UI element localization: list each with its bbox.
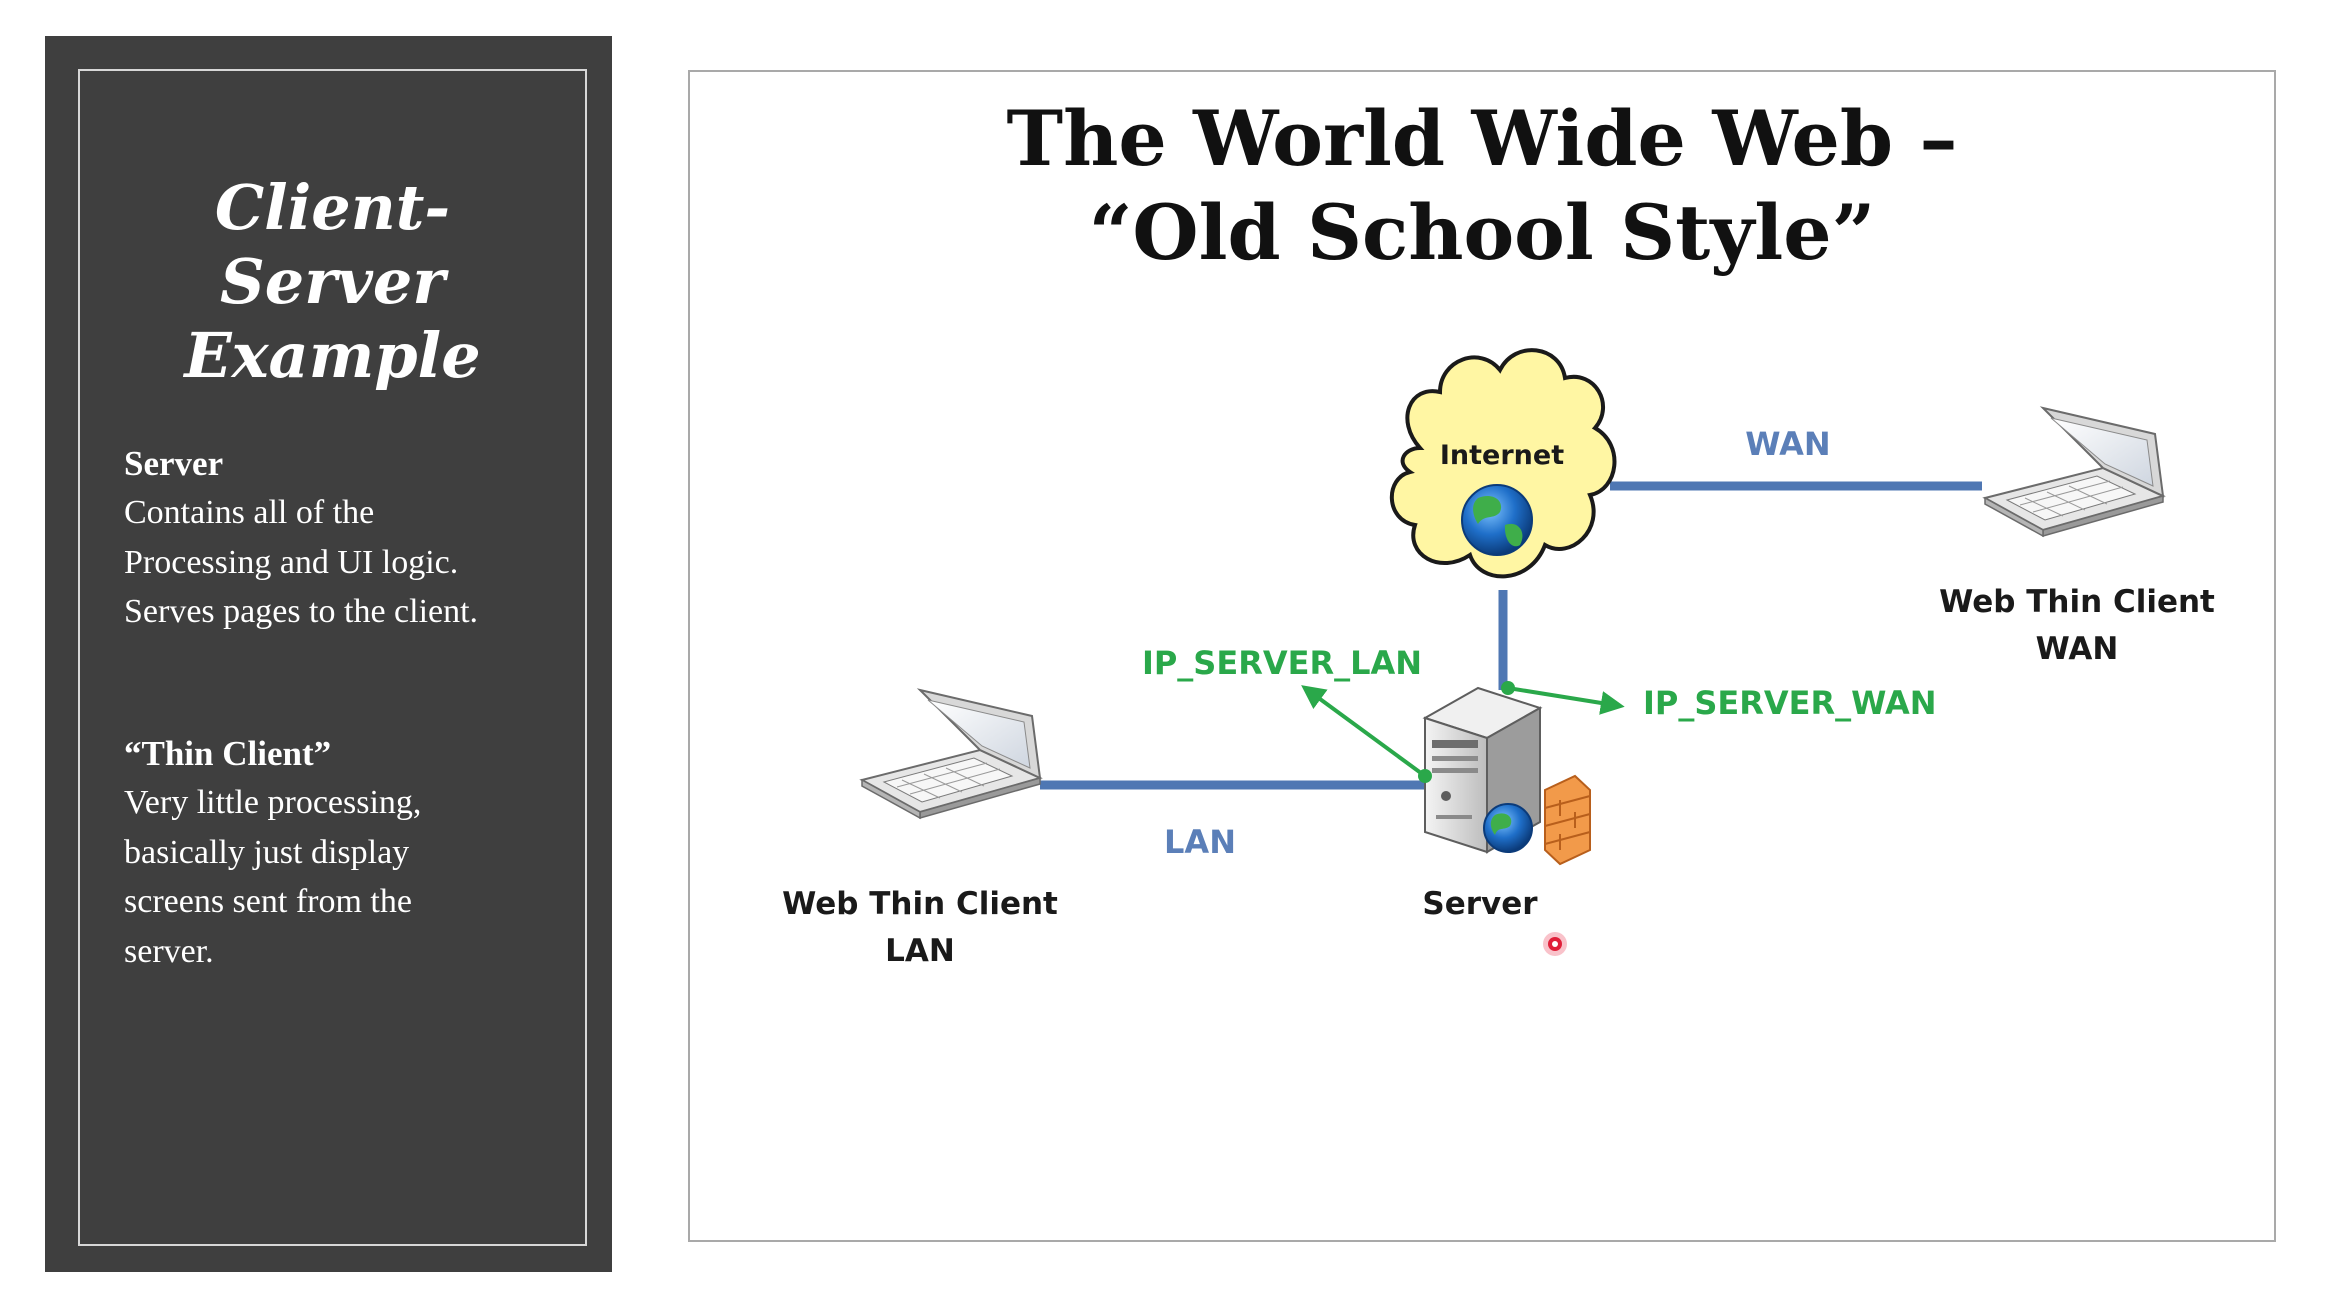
client-lan-label: Web Thin Client bbox=[782, 886, 1058, 922]
client-wan-label: WAN bbox=[2036, 631, 2119, 667]
internet-label: Internet bbox=[1440, 440, 1564, 471]
server-label: Server bbox=[1422, 886, 1538, 922]
ip-server-lan-arrow bbox=[1301, 685, 1427, 778]
server-description: Contains all of the Processing and UI lo… bbox=[124, 488, 565, 637]
ip-server-wan-dot bbox=[1501, 681, 1515, 695]
thin-client-description-line: server. bbox=[124, 932, 214, 970]
slide-title: The World Wide Web – “Old School Style” bbox=[690, 92, 2274, 280]
wan-link-label: WAN bbox=[1745, 425, 1830, 463]
thin-client-section: “Thin Client” Very little processing, ba… bbox=[124, 729, 565, 976]
cloud-globe-icon bbox=[1389, 348, 1617, 579]
cursor-pointer-icon bbox=[1543, 932, 1567, 956]
server-description-line: Serves pages to the client. bbox=[124, 593, 479, 630]
slide-title-line: The World Wide Web – bbox=[1006, 94, 1958, 183]
sidebar-title-line: Server bbox=[219, 245, 446, 318]
thin-client-description: Very little processing, basically just d… bbox=[124, 778, 565, 976]
slide-frame: The World Wide Web – “Old School Style” bbox=[688, 70, 2276, 1242]
thin-client-description-line: Very little processing, bbox=[124, 784, 422, 821]
sidebar-panel: Client- Server Example Server Contains a… bbox=[45, 36, 612, 1272]
ip-server-wan-label: IP_SERVER_WAN bbox=[1643, 684, 1937, 722]
ip-server-lan-label: IP_SERVER_LAN bbox=[1142, 644, 1422, 682]
slide-title-line: “Old School Style” bbox=[1088, 188, 1876, 277]
sidebar-title-line: Client- bbox=[214, 171, 451, 244]
thin-client-description-line: basically just display bbox=[124, 833, 410, 871]
ip-server-wan-arrow bbox=[1507, 686, 1625, 715]
client-wan-label: Web Thin Client bbox=[1939, 584, 2215, 620]
sidebar-title: Client- Server Example bbox=[80, 171, 585, 393]
server-description-line: Processing and UI logic. bbox=[124, 543, 459, 581]
thin-client-heading: “Thin Client” bbox=[124, 734, 332, 773]
laptop-icon bbox=[1984, 407, 2164, 537]
thin-client-description-line: screens sent from the bbox=[124, 883, 412, 920]
server-section: Server Contains all of the Processing an… bbox=[124, 439, 565, 637]
server-description-line: Contains all of the bbox=[124, 494, 375, 531]
client-lan-label: LAN bbox=[885, 933, 955, 969]
lan-link-label: LAN bbox=[1164, 823, 1236, 861]
laptop-icon bbox=[861, 689, 1041, 819]
server-heading: Server bbox=[124, 444, 224, 483]
sidebar-title-line: Example bbox=[184, 319, 481, 392]
sidebar-frame: Client- Server Example Server Contains a… bbox=[78, 69, 587, 1246]
server-icon bbox=[1422, 686, 1591, 866]
ip-server-lan-dot bbox=[1418, 769, 1432, 783]
